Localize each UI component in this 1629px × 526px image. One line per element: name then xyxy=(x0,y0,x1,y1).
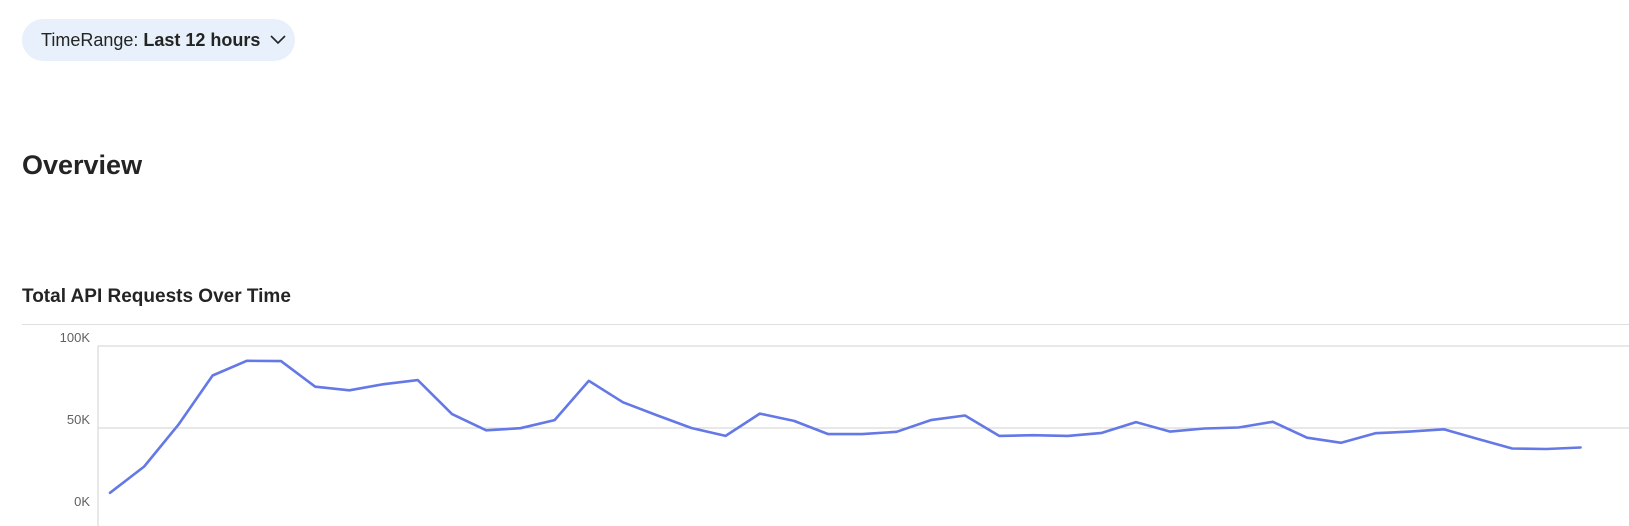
data-point[interactable] xyxy=(107,490,113,496)
data-point[interactable] xyxy=(552,417,558,423)
grid-layer xyxy=(98,345,1629,429)
data-point[interactable] xyxy=(1441,426,1447,432)
page-title: Overview xyxy=(22,150,143,180)
data-point[interactable] xyxy=(483,427,489,433)
data-point[interactable] xyxy=(1578,445,1584,451)
data-point[interactable] xyxy=(1509,446,1515,452)
data-point[interactable] xyxy=(381,381,387,387)
data-point[interactable] xyxy=(415,377,421,383)
data-point[interactable] xyxy=(141,464,147,470)
data-point[interactable] xyxy=(1304,435,1310,441)
data-point[interactable] xyxy=(688,425,694,431)
chevron-down-icon xyxy=(269,34,287,46)
data-point[interactable] xyxy=(210,373,216,379)
data-point[interactable] xyxy=(962,413,968,419)
series-layer xyxy=(107,358,1584,496)
data-point[interactable] xyxy=(928,417,934,423)
data-point[interactable] xyxy=(517,425,523,431)
data-point[interactable] xyxy=(1338,440,1344,446)
data-point[interactable] xyxy=(278,358,284,364)
data-point[interactable] xyxy=(586,378,592,384)
data-point[interactable] xyxy=(1543,446,1549,452)
data-point[interactable] xyxy=(1475,436,1481,442)
time-range-value: Last 12 hours xyxy=(143,29,261,50)
y-axis-ticks: 0K 50K 100K xyxy=(60,330,91,509)
data-point[interactable] xyxy=(1236,425,1242,431)
data-point[interactable] xyxy=(346,387,352,393)
data-point[interactable] xyxy=(757,411,763,417)
data-point[interactable] xyxy=(1099,430,1105,436)
data-point[interactable] xyxy=(1407,429,1413,435)
y-tick-label: 0K xyxy=(74,494,90,509)
data-point[interactable] xyxy=(312,384,318,390)
series-line xyxy=(108,359,1582,495)
chart-divider xyxy=(22,324,1629,325)
data-point[interactable] xyxy=(1270,419,1276,425)
data-point[interactable] xyxy=(723,433,729,439)
data-point[interactable] xyxy=(859,431,865,437)
y-tick-label: 100K xyxy=(60,330,91,345)
data-point[interactable] xyxy=(1201,426,1207,432)
y-tick-label: 50K xyxy=(67,412,90,427)
data-point[interactable] xyxy=(244,358,250,364)
data-point[interactable] xyxy=(825,431,831,437)
data-point[interactable] xyxy=(1372,430,1378,436)
data-point[interactable] xyxy=(791,418,797,424)
data-point[interactable] xyxy=(996,433,1002,439)
data-point[interactable] xyxy=(1167,429,1173,435)
data-point[interactable] xyxy=(1065,433,1071,439)
time-range-dropdown[interactable]: TimeRange: Last 12 hours xyxy=(22,19,295,61)
data-point[interactable] xyxy=(654,412,660,418)
time-range-label: TimeRange: xyxy=(41,29,139,50)
data-point[interactable] xyxy=(894,429,900,435)
data-point[interactable] xyxy=(1133,419,1139,425)
chart-title: Total API Requests Over Time xyxy=(22,286,291,307)
data-point[interactable] xyxy=(1030,432,1036,438)
data-point[interactable] xyxy=(620,399,626,405)
data-point[interactable] xyxy=(449,411,455,417)
data-point[interactable] xyxy=(175,422,181,428)
